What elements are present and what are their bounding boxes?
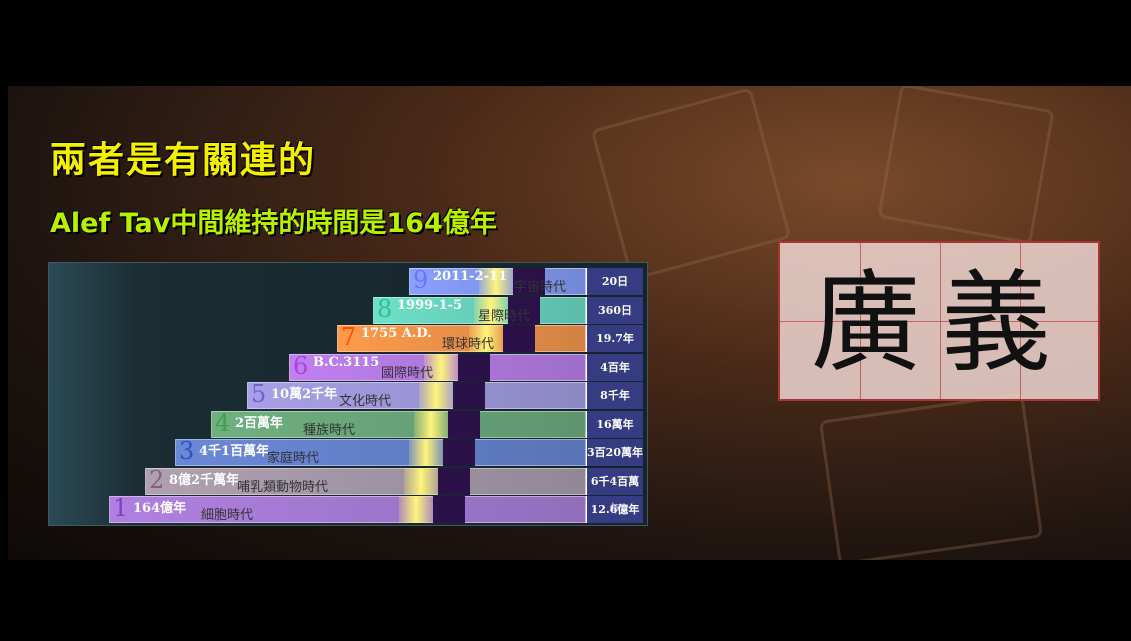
age-span: 8千年 [586,382,643,409]
subtitle: Alef Tav中間維持的時間是164億年 [50,208,497,239]
dark-block [438,467,470,495]
scene: 兩者是有關連的 Alef Tav中間維持的時間是164億年 9 2011-2-11… [8,86,1131,560]
age-date: B.C.3115 [313,354,380,370]
age-date: 10萬2千年 [271,387,338,402]
age-number: 4 [215,408,231,437]
word-card: 廣義 [778,241,1100,401]
dark-block [448,410,480,438]
title: 兩者是有關連的 [50,140,317,181]
age-era: 文化時代 [339,394,392,409]
age-span: 6千4百萬年 [586,467,643,515]
age-bar [211,410,586,438]
age-era: 哺乳類動物時代 [237,479,329,495]
decor-block [818,392,1044,560]
ages-chart: 9 2011-2-11 宇宙時代 20日 8 1999-1-5 星際時代 360日 7 1755 … [48,262,648,526]
age-era: 環球時代 [442,337,495,352]
dark-block [453,382,485,409]
dark-block [513,268,545,295]
decor-block [877,86,1055,245]
age-row: 1 164億年 細胞時代 12.6億年 [109,494,643,523]
age-row: 7 1755 A.D. 環球時代 19.7年 [337,323,643,352]
age-number: 1 [113,494,129,522]
age-bar [175,439,586,466]
highlight [479,268,513,295]
age-bar [109,496,586,523]
age-row: 8 1999-1-5 星際時代 360日 [373,294,643,324]
age-number: 3 [179,437,195,465]
age-number: 7 [341,323,357,351]
highlight [419,382,453,409]
highlight [409,439,443,466]
highlight [469,325,503,352]
age-span: 4百年 [586,353,643,381]
age-bar [145,467,586,495]
age-era: 星際時代 [478,308,531,324]
age-number: 5 [251,380,267,408]
age-number: 6 [293,351,309,380]
age-number: 9 [413,266,429,294]
age-bar [247,382,586,409]
age-span: 16萬年 [586,410,643,438]
age-row: 5 10萬2千年 文化時代 8千年 [247,380,643,409]
age-era: 家庭時代 [267,451,320,466]
highlight [474,296,508,324]
age-span: 12.6億年 [586,496,643,523]
age-date: 2百萬年 [235,415,284,431]
dark-block [508,296,540,324]
age-row: 6 B.C.3115 國際時代 4百年 [289,351,643,381]
age-era: 宇宙時代 [514,280,567,295]
age-row: 9 2011-2-11 宇宙時代 20日 [409,266,643,295]
age-era: 種族時代 [303,422,356,438]
age-span: 19.7年 [586,325,643,352]
age-row: 4 2百萬年 種族時代 16萬年 [211,408,643,438]
age-date: 1999-1-5 [397,297,463,313]
highlight [414,410,448,438]
age-number: 2 [149,465,165,494]
age-bar [337,325,586,352]
age-row: 3 4千1百萬年 家庭時代 3百20萬年 [175,437,643,466]
age-date: 2011-2-11 [433,269,508,284]
highlight [404,467,438,495]
age-span: 3百20萬年 [586,439,643,466]
age-era: 細胞時代 [201,508,254,523]
decor-block [590,87,792,281]
age-date: 8億2千萬年 [169,472,240,488]
age-era: 國際時代 [381,365,434,381]
highlight [399,496,433,523]
dark-block [443,439,475,466]
dark-block [458,353,490,381]
word: 廣義 [811,259,1071,387]
age-date: 1755 A.D. [361,326,432,341]
age-date: 164億年 [133,501,187,516]
dark-block [433,496,465,523]
age-number: 8 [377,294,393,323]
age-span: 360日 [586,296,643,324]
highlight [424,353,458,381]
dark-block [503,325,535,352]
age-span: 20日 [586,268,643,295]
grid-line [1020,243,1021,399]
grid-line [860,243,861,399]
age-date: 4千1百萬年 [199,444,270,459]
grid-line [780,321,1098,322]
